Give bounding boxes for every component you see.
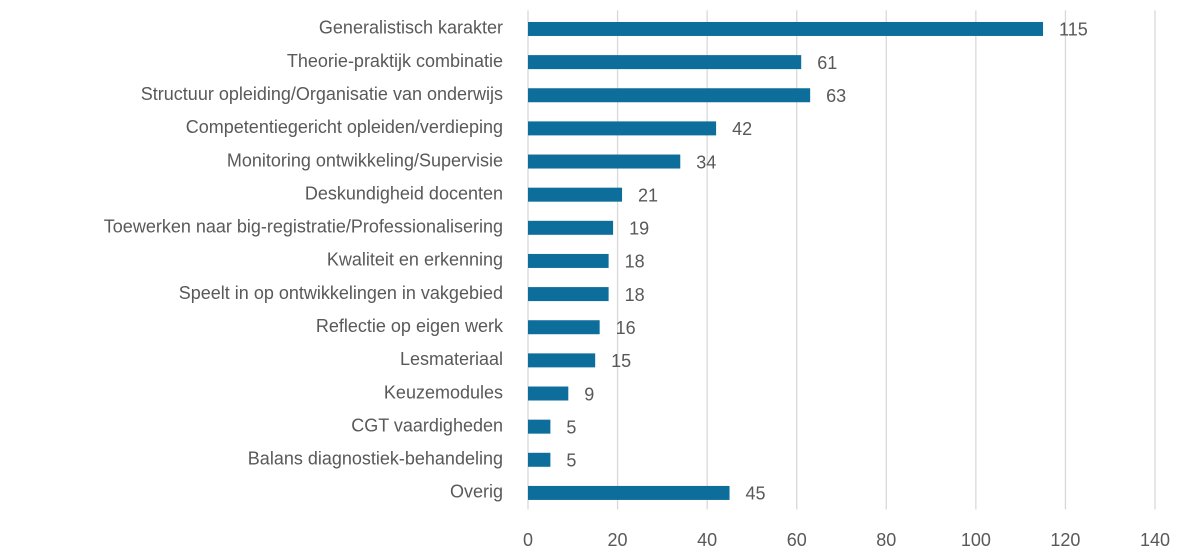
y-tick-label: Balans diagnostiek-behandeling <box>248 449 503 469</box>
x-tick-label: 140 <box>1140 530 1170 550</box>
data-label: 18 <box>625 285 645 305</box>
data-label: 45 <box>746 484 766 504</box>
bar <box>528 386 569 401</box>
bar <box>528 485 730 500</box>
y-tick-label: Overig <box>450 482 503 502</box>
data-label: 61 <box>817 53 837 73</box>
data-label: 18 <box>625 252 645 272</box>
y-tick-label: Keuzemodules <box>384 382 503 402</box>
bar <box>528 121 717 136</box>
y-tick-label: Structuur opleiding/Organisatie van onde… <box>141 84 503 104</box>
bar <box>528 419 551 434</box>
y-tick-label: Speelt in op ontwikkelingen in vakgebied <box>179 283 503 303</box>
y-tick-label: Kwaliteit en erkenning <box>327 250 503 270</box>
bar <box>528 287 609 302</box>
x-tick-label: 80 <box>876 530 896 550</box>
data-label: 42 <box>732 119 752 139</box>
data-label: 9 <box>584 384 594 404</box>
y-tick-label: Reflectie op eigen werk <box>316 316 504 336</box>
bar <box>528 353 596 368</box>
bar <box>528 320 600 335</box>
x-tick-label: 40 <box>697 530 717 550</box>
data-label: 16 <box>616 318 636 338</box>
bar <box>528 154 681 169</box>
data-label: 115 <box>1059 20 1088 40</box>
x-tick-label: 0 <box>523 530 533 550</box>
data-label: 5 <box>566 451 576 471</box>
x-tick-label: 20 <box>608 530 628 550</box>
x-tick-label: 100 <box>961 530 991 550</box>
data-label: 15 <box>611 351 631 371</box>
bar <box>528 253 609 268</box>
y-tick-label: Generalistisch karakter <box>319 18 503 38</box>
y-tick-label: Theorie-praktijk combinatie <box>287 51 503 71</box>
data-label: 63 <box>826 86 846 106</box>
y-tick-label: Toewerken naar big-registratie/Professio… <box>104 217 503 237</box>
data-label: 34 <box>696 152 716 172</box>
y-tick-label: Monitoring ontwikkeling/Supervisie <box>227 150 503 170</box>
data-label: 5 <box>566 417 576 437</box>
bar <box>528 187 623 202</box>
y-tick-label: Lesmateriaal <box>400 349 503 369</box>
bar <box>528 452 551 467</box>
y-tick-label: Deskundigheid docenten <box>305 183 503 203</box>
bar <box>528 220 614 235</box>
bar <box>528 21 1044 36</box>
bar <box>528 55 802 70</box>
x-tick-label: 60 <box>787 530 807 550</box>
data-label: 19 <box>629 219 649 239</box>
bar <box>528 88 811 103</box>
y-tick-label: Competentiegericht opleiden/verdieping <box>186 117 503 137</box>
x-tick-label: 120 <box>1050 530 1080 550</box>
data-label: 21 <box>638 185 658 205</box>
y-tick-label: CGT vaardigheden <box>351 415 503 435</box>
